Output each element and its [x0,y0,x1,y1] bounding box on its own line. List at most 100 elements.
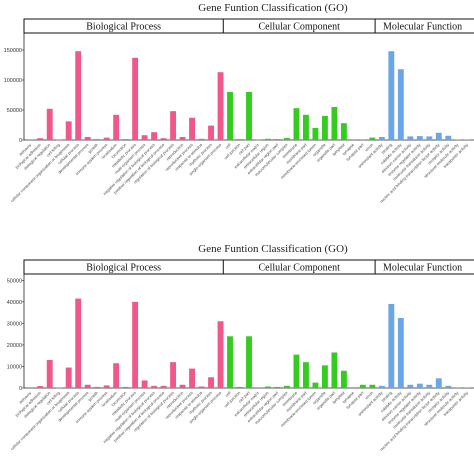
bar [94,386,101,388]
y-tick-label: 100000 [4,78,22,84]
bar [426,384,433,388]
bar [189,117,196,140]
bar [416,136,423,140]
bar [312,128,319,140]
bar [151,132,158,140]
bar [331,107,338,140]
bar [113,363,120,388]
chart-title: Gene Funtion Classification (GO) [198,2,348,14]
bar [65,121,72,140]
bar [388,51,395,141]
bar [454,139,461,140]
bar [189,368,196,388]
bar [397,69,404,140]
bar [198,138,205,140]
bar [227,92,233,140]
group-label: Molecular Function [383,22,462,33]
group-label: Molecular Function [383,263,462,274]
bar [274,139,281,140]
bar [179,137,186,140]
bar [246,92,252,140]
bar [369,137,376,140]
x-tick-label: cell [224,390,232,398]
bar [350,139,357,140]
bar [170,111,177,140]
x-tick-label: cell [224,142,232,150]
bar [255,387,262,388]
bar [321,365,328,388]
bar [435,132,442,140]
bar [122,386,129,388]
bar [141,380,148,388]
bar [407,384,414,388]
bar [227,336,233,388]
bar [46,108,53,140]
bar [302,114,309,140]
bar [160,138,167,140]
bar [359,384,366,388]
bar [426,136,433,140]
bar [369,384,376,388]
bar [378,137,385,140]
group-label: Cellular Component [258,263,340,274]
y-tick-label: 30000 [7,321,22,327]
bar [445,135,452,140]
bar [236,139,243,140]
bar [265,138,271,140]
bar [293,108,300,140]
bar [151,385,158,388]
bar [65,367,72,388]
chart-panel-bottom: Gene Funtion Classification (GO) Biologi… [7,243,474,452]
bar [84,137,91,140]
y-tick-label: 50000 [7,108,22,114]
bar [103,137,110,140]
bar [246,336,252,388]
bar [56,387,63,389]
bar [160,385,167,388]
chart-title: Gene Funtion Classification (GO) [198,243,348,255]
x-tick-label: virion [364,142,374,152]
y-tick-label: 20000 [7,343,22,349]
bar [179,384,186,388]
bar [37,386,44,388]
bar [56,139,63,141]
bar [407,136,414,140]
bar [46,360,53,388]
bar [122,139,129,140]
bar [217,321,224,388]
y-tick-label: 40000 [7,300,22,306]
group-label: Cellular Component [258,22,340,33]
bar [464,139,471,140]
y-tick-label: 0 [19,138,22,144]
bar [208,377,214,388]
bar [170,362,177,388]
bar [255,139,262,141]
bar [103,385,110,388]
bar [284,385,290,388]
bar [265,386,271,388]
bar [416,383,423,388]
bar [236,386,243,388]
bar [388,304,395,388]
bar [113,114,120,140]
bar [397,318,404,388]
bar [302,362,309,388]
bar [27,387,34,388]
bar [94,139,101,140]
bar [208,125,214,140]
y-tick-label: 150000 [4,48,22,54]
bar [378,385,385,388]
bar [350,387,357,388]
bar [331,352,338,388]
bar [321,116,328,140]
bar [75,298,82,388]
x-tick-label: virion [364,390,374,400]
bar [454,387,461,388]
group-label: Biological Process [86,263,161,274]
y-tick-label: 0 [19,386,22,392]
bar [359,139,366,140]
bar [284,137,290,140]
y-tick-label: 10000 [7,364,22,370]
bar [37,138,44,140]
